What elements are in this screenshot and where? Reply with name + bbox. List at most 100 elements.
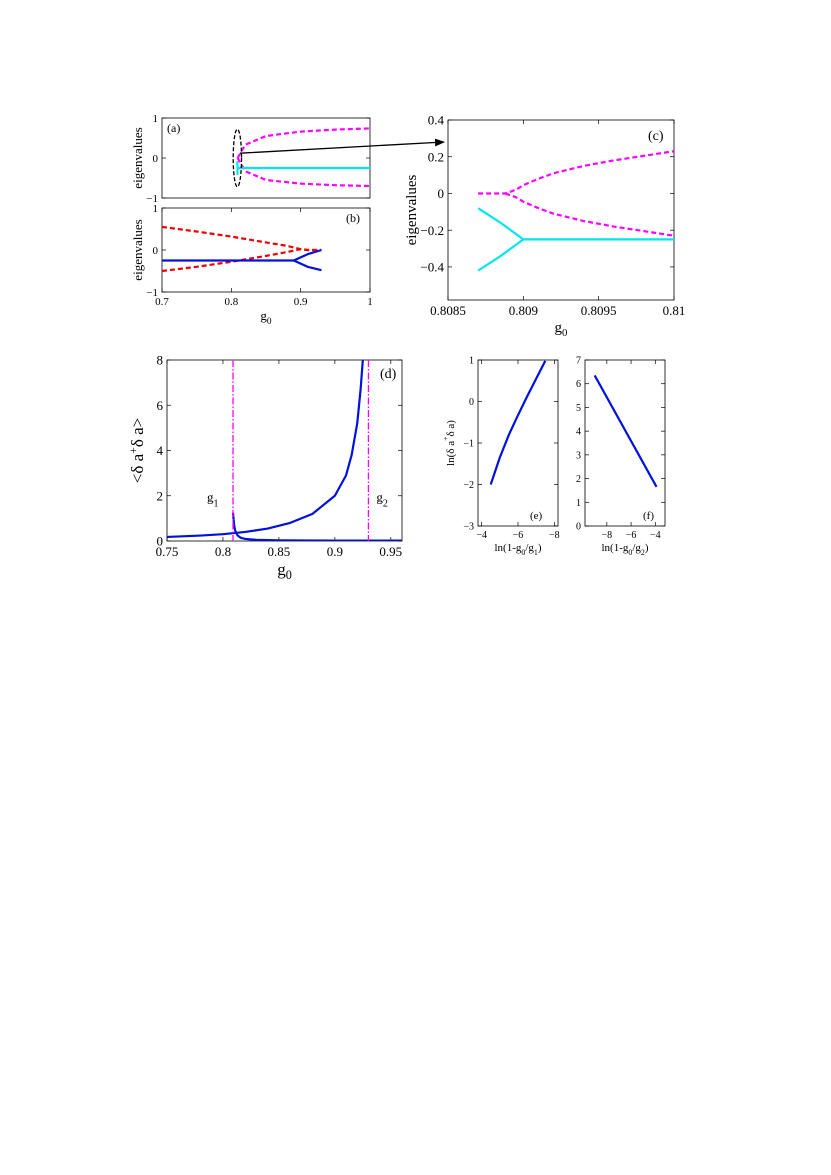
panel-label: (c) (648, 129, 664, 144)
threshold-label-main: g (207, 489, 214, 504)
x-axis-label: ln(1-g0/g2) (601, 542, 648, 557)
panel-label: (e) (530, 510, 543, 522)
panel-label: (b) (346, 211, 360, 225)
panel-a: −1 0 1 (a) eigenvalues (130, 113, 371, 205)
y-tick-label: −1 (146, 287, 158, 299)
x-axis-label-sub: 0 (286, 568, 292, 582)
series-line-cyan-solid (477, 238, 524, 272)
y-axis-label-main: eigenvalues (130, 219, 145, 280)
y-tick-label: 7 (576, 356, 581, 367)
threshold-label-sub: 2 (383, 498, 388, 509)
x-tick-label: 0.809 (509, 303, 538, 318)
x-axis-label-sub2: 1 (534, 548, 538, 557)
threshold-label-sub: 1 (214, 498, 219, 509)
panel-label: (f) (643, 510, 654, 522)
x-tick-label: −6 (513, 530, 524, 541)
y-tick-label: −0.4 (420, 259, 444, 274)
x-axis-label-sub: 0 (562, 327, 567, 339)
y-tick-label: 8 (157, 353, 164, 368)
y-tick-label: 2 (576, 474, 581, 485)
x-axis-label-tail: ) (538, 542, 542, 554)
y-tick-label: 1 (153, 203, 159, 215)
x-axis-label-sub: 0 (521, 548, 525, 557)
y-tick-label: 0 (469, 397, 474, 408)
x-axis-label-sub: 0 (267, 317, 272, 327)
x-axis-label-tail: ) (645, 542, 649, 554)
y-tick-label: 0.4 (428, 113, 445, 128)
series-line-magenta-dash (504, 192, 674, 237)
x-tick-label: 0.85 (268, 544, 291, 559)
y-tick-label: 1 (469, 356, 474, 367)
panel-c: 0.8085 0.809 0.8095 0.81 −0.4 −0.2 0 0.2 0.4 (c) g… (404, 113, 685, 339)
panel-frame (584, 359, 666, 527)
zoom-arrow-line (239, 138, 445, 154)
x-tick-label: 0.9 (327, 544, 343, 559)
series-line-red-dash (162, 225, 322, 252)
panel-frame (477, 359, 559, 527)
x-tick-label: 0.8085 (430, 303, 466, 318)
x-tick-label: 0.81 (663, 303, 686, 318)
threshold-label-main: g (376, 489, 383, 504)
series-group (593, 374, 658, 488)
series-line-cyan-solid (477, 207, 674, 241)
y-axis-label: eigenvalues (130, 127, 145, 188)
y-axis-label-sup: + (126, 447, 140, 454)
x-tick-label: 0.9 (294, 296, 308, 308)
y-tick-label: 0 (157, 534, 164, 549)
y-tick-label: −1 (463, 439, 474, 450)
x-tick-label: 0.8 (215, 544, 231, 559)
y-tick-label: −0.2 (420, 223, 444, 238)
series-line-blue-solid (162, 248, 322, 262)
y-tick-label: −3 (463, 522, 474, 533)
x-axis-label: g0 (277, 560, 292, 582)
series-line-blue-solid (489, 360, 547, 485)
y-tick-label: 0 (438, 186, 445, 201)
y-tick-label: 0 (153, 153, 159, 165)
panel-frame (161, 207, 371, 293)
x-tick-label: −8 (601, 530, 612, 541)
zoom-arrow (239, 138, 445, 154)
series-line-magenta-dash (236, 127, 370, 159)
series-line-blue-solid (231, 512, 402, 541)
y-tick-label: 6 (157, 398, 164, 413)
y-axis-label-tail: δ a) (445, 420, 457, 437)
x-tick-label: −6 (626, 530, 637, 541)
x-tick-label: −4 (650, 530, 661, 541)
x-tick-label: 0.8095 (581, 303, 617, 318)
series-group (162, 225, 322, 273)
y-axis-label: ln(δ a+δ a) (441, 420, 457, 466)
panel-label: (d) (380, 367, 397, 382)
y-tick-label: 2 (157, 488, 164, 503)
y-axis-label: eigenvalues (404, 174, 420, 245)
series-group (489, 360, 547, 485)
series-line-blue-solid (167, 360, 364, 539)
y-axis-label: eigenvalues (130, 219, 145, 280)
series-group (167, 360, 402, 541)
panel-frame (166, 359, 403, 542)
panel-frame (447, 119, 675, 301)
series-group (236, 127, 370, 188)
series-line-blue-solid (293, 259, 322, 272)
y-tick-label: −1 (146, 193, 158, 205)
series-line-magenta-dash (236, 157, 370, 188)
x-axis-label-sub: 0 (628, 548, 632, 557)
series-line-magenta-dash (478, 150, 674, 195)
series-line-cyan-solid (236, 161, 370, 170)
x-tick-label: −4 (476, 530, 487, 541)
x-axis-label: g0 (260, 308, 272, 327)
x-tick-label: −8 (549, 530, 560, 541)
series-group (477, 150, 674, 272)
threshold-label: g2 (376, 489, 388, 509)
y-axis-label-main: <δ a (128, 453, 147, 483)
x-tick-label: 0.75 (156, 544, 179, 559)
y-tick-label: 4 (576, 427, 581, 438)
x-tick-label: 1 (367, 296, 373, 308)
x-axis-label-sub2: 2 (641, 548, 645, 557)
y-tick-label: 3 (576, 450, 581, 461)
y-tick-label: 1 (576, 498, 581, 509)
y-tick-label: 0 (576, 522, 581, 533)
panel-frame (161, 117, 371, 199)
